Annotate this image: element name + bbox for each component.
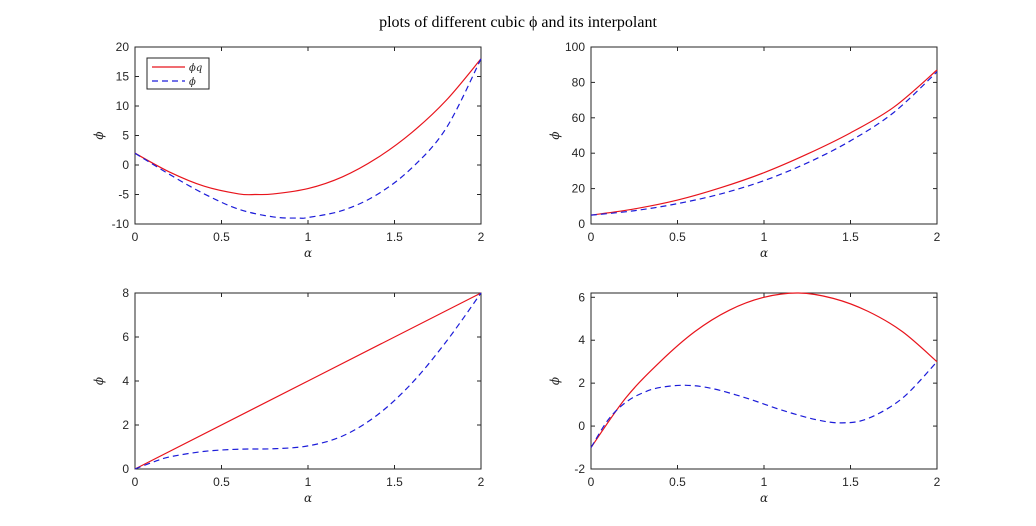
y-axis-label: ϕ [92,131,106,139]
y-tick-label: 0 [578,419,585,433]
y-tick-label: 4 [122,374,129,388]
y-tick-label: 0 [122,158,129,172]
y-tick-label: 80 [572,75,586,89]
x-tick-label: 0 [588,230,595,244]
x-tick-label: 0.5 [669,475,686,489]
y-axis-label: ϕ [548,131,562,139]
legend-box [146,57,210,90]
y-tick-label: 6 [122,330,129,344]
y-tick-label: 20 [572,182,586,196]
x-tick-label: 1 [761,475,768,489]
x-tick-label: 0 [132,475,139,489]
series-line-phi [134,292,482,470]
x-axis-label: α [304,491,312,505]
x-tick-label: 2 [478,230,485,244]
subplot-1: 0 0.5 1 1.5 2 -10 -5 0 5 10 15 20 α ϕ ϕq ϕ [92,40,485,260]
y-tick-label: 8 [122,286,129,300]
y-tick-label: 5 [122,129,129,143]
y-tick-label: 60 [572,111,586,125]
y-tick-label: 6 [578,290,585,304]
x-tick-label: 2 [934,475,941,489]
x-tick-label: 0 [132,230,139,244]
x-tick-label: 1.5 [386,475,403,489]
y-tick-label: 2 [578,376,585,390]
series-line-phi [590,361,938,448]
series-line-interpolant [134,292,482,470]
legend-label: ϕq [189,63,202,74]
series-line-phi [134,58,482,219]
legend: ϕq ϕ [146,57,210,90]
x-tick-label: 0.5 [213,475,230,489]
x-axis-label: α [304,246,312,260]
series-line-interpolant [590,69,938,216]
y-tick-label: 40 [572,146,586,160]
y-tick-label: 20 [116,40,130,54]
x-tick-label: 1 [305,475,312,489]
x-tick-label: 0.5 [213,230,230,244]
legend-label: ϕ [189,77,196,88]
y-axis-label: ϕ [92,377,106,385]
x-tick-label: 0 [588,475,595,489]
y-tick-label: -5 [118,188,129,202]
x-tick-label: 1.5 [386,230,403,244]
x-tick-label: 1 [761,230,768,244]
x-tick-label: 1.5 [842,475,859,489]
x-tick-label: 1 [305,230,312,244]
figure-title: plots of different cubic ϕ and its inter… [379,14,657,31]
x-tick-label: 1.5 [842,230,859,244]
x-tick-label: 0.5 [669,230,686,244]
y-tick-label: 4 [578,333,585,347]
y-tick-label: -2 [574,462,585,476]
y-tick-label: 2 [122,418,129,432]
subplot-3: 0 0.5 1 1.5 2 0 2 4 6 8 α ϕ [92,286,485,505]
y-tick-label: 100 [565,40,585,54]
x-axis-label: α [760,491,768,505]
y-tick-label: 10 [116,99,130,113]
y-tick-label: 0 [578,217,585,231]
x-axis-label: α [760,246,768,260]
y-tick-label: -10 [112,217,130,231]
series-line-interpolant [134,58,482,196]
x-tick-label: 2 [478,475,485,489]
y-tick-label: 15 [116,70,130,84]
y-axis-label: ϕ [548,377,562,385]
x-tick-label: 2 [934,230,941,244]
y-tick-label: 0 [122,462,129,476]
series-line-interpolant [590,292,938,448]
